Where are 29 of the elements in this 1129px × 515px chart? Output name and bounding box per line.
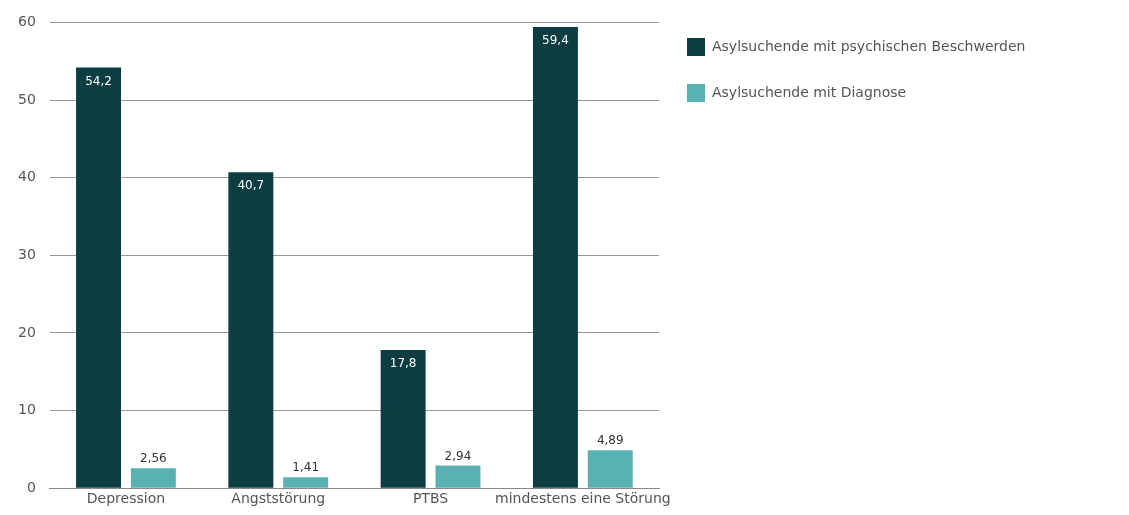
data-label: 17,8 bbox=[389, 356, 417, 371]
x-tick-label: mindestens eine Störung bbox=[495, 490, 671, 507]
x-tick-label: PTBS bbox=[412, 490, 449, 507]
data-label: 1,41 bbox=[292, 460, 320, 475]
y-tick-label: 40 bbox=[17, 168, 36, 185]
bar bbox=[435, 465, 481, 488]
y-tick-label: 30 bbox=[17, 245, 36, 262]
x-tick-label: Depression bbox=[86, 490, 166, 507]
y-tick-label: 60 bbox=[17, 13, 36, 30]
bar bbox=[283, 477, 329, 488]
data-label: 2,56 bbox=[140, 451, 167, 466]
data-label: 4,89 bbox=[596, 433, 624, 448]
data-label: 2,94 bbox=[444, 448, 472, 463]
bar bbox=[76, 67, 122, 488]
bar bbox=[130, 468, 176, 488]
y-tick-label: 0 bbox=[26, 478, 36, 495]
data-label: 59,4 bbox=[542, 33, 569, 48]
data-label: 40,7 bbox=[237, 178, 265, 193]
bar bbox=[228, 172, 274, 488]
bar bbox=[380, 350, 426, 488]
data-label: 54,2 bbox=[85, 73, 112, 88]
x-tick-label: Angststörung bbox=[231, 490, 326, 507]
bar bbox=[587, 450, 633, 488]
y-tick-label: 50 bbox=[17, 90, 36, 107]
legend-label: Asylsuchende mit psychischen Beschwerden bbox=[712, 37, 1026, 54]
y-tick-label: 10 bbox=[17, 401, 36, 418]
legend-label: Asylsuchende mit Diagnose bbox=[712, 83, 907, 100]
y-tick-label: 20 bbox=[17, 323, 36, 340]
bar bbox=[532, 27, 578, 488]
